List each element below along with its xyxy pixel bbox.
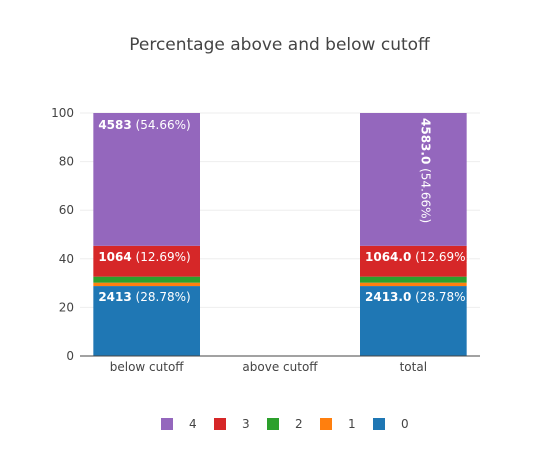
y-tick-label: 20 — [59, 300, 74, 314]
legend-label: 2 — [295, 417, 303, 431]
legend-item-3[interactable]: 3 — [214, 417, 250, 431]
x-tick-label: above cutoff — [242, 360, 318, 374]
y-tick-label: 0 — [66, 349, 74, 363]
chart-title: Percentage above and below cutoff — [129, 35, 431, 55]
x-tick-label: below cutoff — [110, 360, 185, 374]
legend-label: 0 — [401, 417, 409, 431]
y-tick-label: 80 — [59, 155, 74, 169]
legend-label: 4 — [189, 417, 197, 431]
data-label: 2413.0 (28.78%) — [365, 290, 470, 304]
legend[interactable]: 4 3 2 1 0 — [161, 417, 409, 431]
legend-item-2[interactable]: 2 — [267, 417, 303, 431]
bar-segment-3[interactable] — [93, 245, 200, 277]
bar-segment-1[interactable] — [93, 282, 200, 287]
legend-item-4[interactable]: 4 — [161, 417, 197, 431]
data-label: 4583 (54.66%) — [98, 118, 190, 132]
data-label: 1064 (12.69%) — [98, 250, 190, 264]
data-label: 2413 (28.78%) — [98, 290, 190, 304]
y-tick-label: 60 — [59, 203, 74, 217]
data-label: 1064.0 (12.69%) — [365, 250, 470, 264]
legend-swatch — [373, 418, 385, 430]
bar-segment-2[interactable] — [93, 276, 200, 283]
bar-segment-0[interactable] — [93, 286, 200, 356]
bar-segment-4[interactable] — [360, 113, 467, 246]
legend-item-0[interactable]: 0 — [373, 417, 409, 431]
data-label: 4583.0 (54.66%) — [418, 118, 432, 223]
y-tick-label: 40 — [59, 252, 74, 266]
legend-swatch — [214, 418, 226, 430]
legend-label: 1 — [348, 417, 356, 431]
y-tick-label: 100 — [51, 106, 74, 120]
bar-segment-4[interactable] — [93, 113, 200, 246]
legend-swatch — [161, 418, 173, 430]
axes: 0 20 40 60 80 100 below cutoff above cutoff tota… — [51, 106, 480, 374]
data-labels: 2413 (28.78%) 1064 (12.69%) 4583 (54.66%) 2… — [98, 118, 470, 304]
legend-swatch — [267, 418, 279, 430]
bars — [93, 113, 467, 356]
legend-item-1[interactable]: 1 — [320, 417, 356, 431]
bar-segment-3[interactable] — [360, 245, 467, 277]
x-tick-label: total — [400, 360, 427, 374]
bar-segment-1[interactable] — [360, 282, 467, 287]
bar-segment-2[interactable] — [360, 276, 467, 283]
legend-swatch — [320, 418, 332, 430]
bar-segment-0[interactable] — [360, 286, 467, 356]
legend-label: 3 — [242, 417, 250, 431]
